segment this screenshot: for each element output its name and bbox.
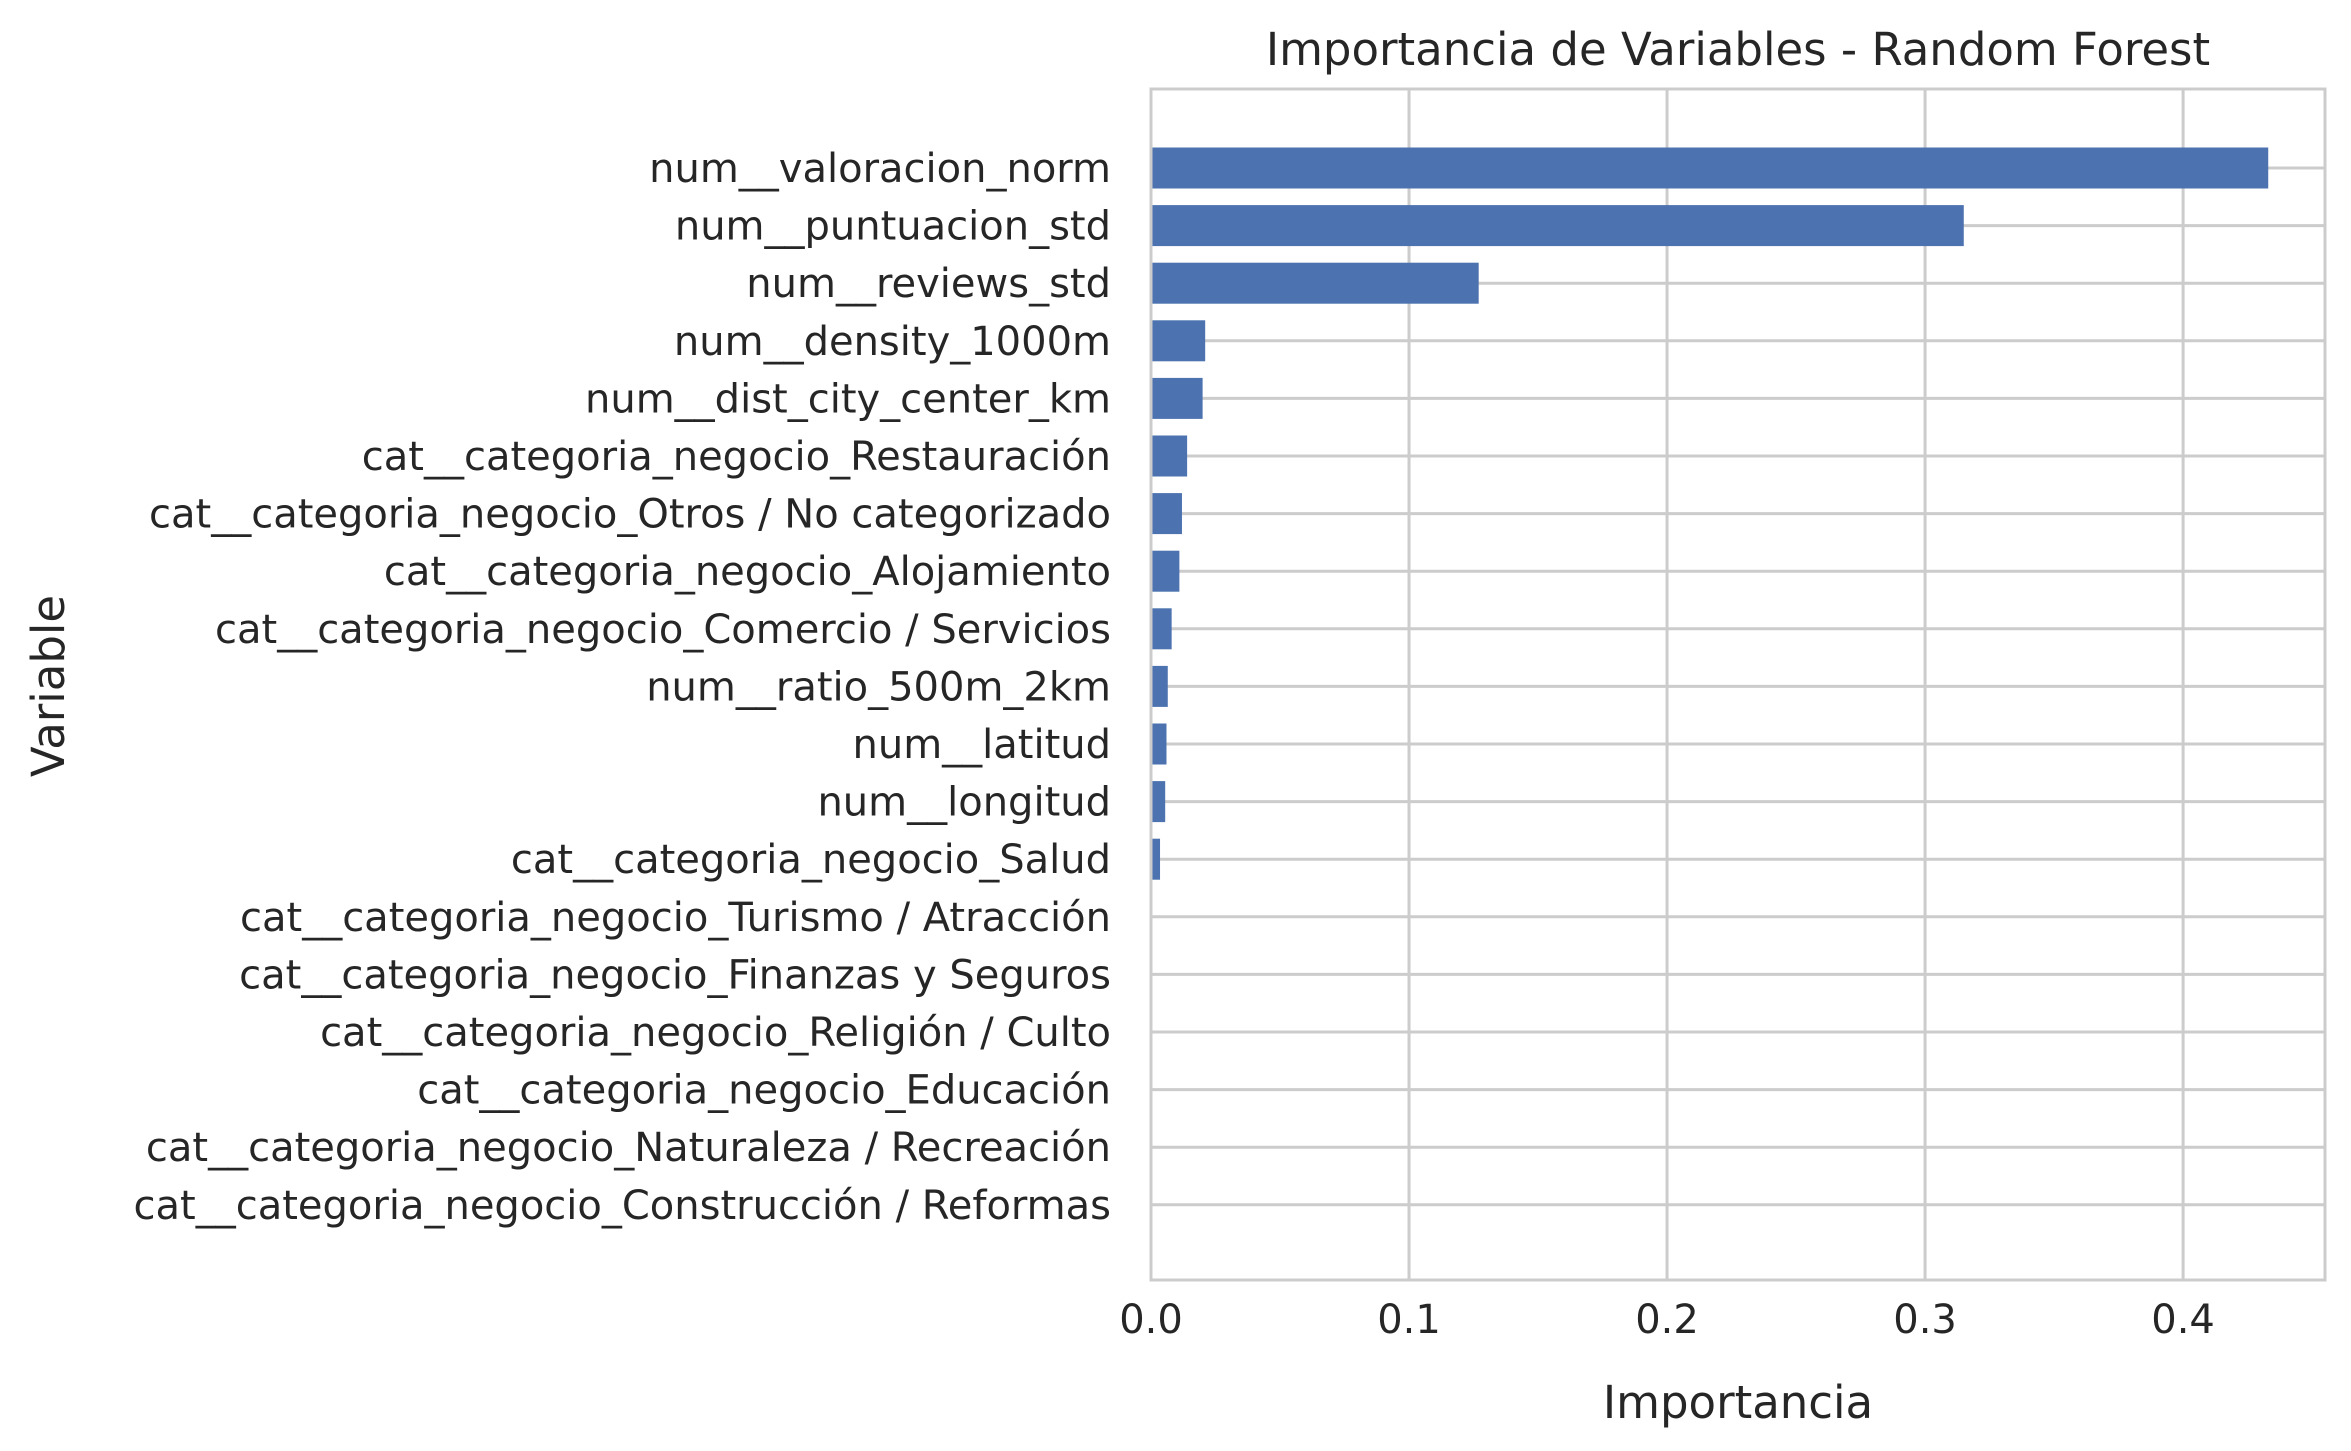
bar (1151, 262, 1479, 304)
y-tick-label: cat__categoria_negocio_Religión / Culto (320, 1010, 1111, 1056)
bar (1151, 665, 1168, 707)
y-tick-label: cat__categoria_negocio_Construcción / Re… (134, 1183, 1111, 1229)
y-tick-label: cat__categoria_negocio_Salud (511, 837, 1111, 883)
y-tick-label: num__latitud (852, 722, 1111, 768)
y-tick-label: cat__categoria_negocio_Turismo / Atracci… (240, 895, 1111, 941)
y-tick-label: num__ratio_500m_2km (646, 664, 1111, 710)
y-tick-label: cat__categoria_negocio_Alojamiento (384, 549, 1111, 595)
y-tick-label: num__reviews_std (746, 261, 1111, 307)
bar (1151, 781, 1166, 823)
bar (1151, 377, 1203, 419)
y-tick-label: num__longitud (817, 780, 1111, 826)
bar (1151, 838, 1161, 880)
x-tick-label: 0.1 (1377, 1297, 1441, 1343)
bar (1151, 320, 1206, 362)
bar (1151, 147, 2269, 189)
y-tick-label: cat__categoria_negocio_Finanzas y Seguro… (239, 952, 1111, 998)
x-tick-label: 0.4 (2151, 1297, 2215, 1343)
bar (1151, 550, 1180, 592)
bars (1151, 147, 2269, 1226)
y-tick-label: cat__categoria_negocio_Educación (417, 1068, 1111, 1114)
bar (1151, 723, 1167, 765)
x-tick-labels: 0.0 0.1 0.2 0.3 0.4 (1119, 1297, 2215, 1343)
y-tick-label: num__density_1000m (674, 319, 1111, 365)
chart-title: Importancia de Variables - Random Forest (1266, 23, 2210, 76)
bar (1151, 205, 1964, 247)
y-tick-label: num__puntuacion_std (675, 204, 1111, 250)
y-tick-label: cat__categoria_negocio_Comercio / Servic… (215, 607, 1111, 653)
y-tick-label: num__dist_city_center_km (585, 376, 1111, 422)
y-tick-labels: num__valoracion_norm num__puntuacion_stdn… (134, 146, 1111, 1229)
y-tick-label: cat__categoria_negocio_Restauración (362, 434, 1111, 480)
plot-frame (1149, 87, 2327, 1282)
y-tick-label: num__valoracion_norm (649, 146, 1111, 192)
y-tick-label: cat__categoria_negocio_Otros / No catego… (149, 492, 1111, 538)
x-axis-label: Importancia (1603, 1376, 1873, 1429)
x-tick-label: 0.3 (1893, 1297, 1957, 1343)
y-gridlines (1151, 166, 2325, 1207)
x-tick-label: 0.2 (1635, 1297, 1699, 1343)
y-tick-label: cat__categoria_negocio_Naturaleza / Recr… (146, 1125, 1111, 1171)
x-tick-label: 0.0 (1119, 1297, 1183, 1343)
bar (1151, 493, 1182, 535)
bar (1151, 435, 1188, 477)
bar (1151, 608, 1172, 650)
y-axis-label: Variable (22, 595, 75, 777)
